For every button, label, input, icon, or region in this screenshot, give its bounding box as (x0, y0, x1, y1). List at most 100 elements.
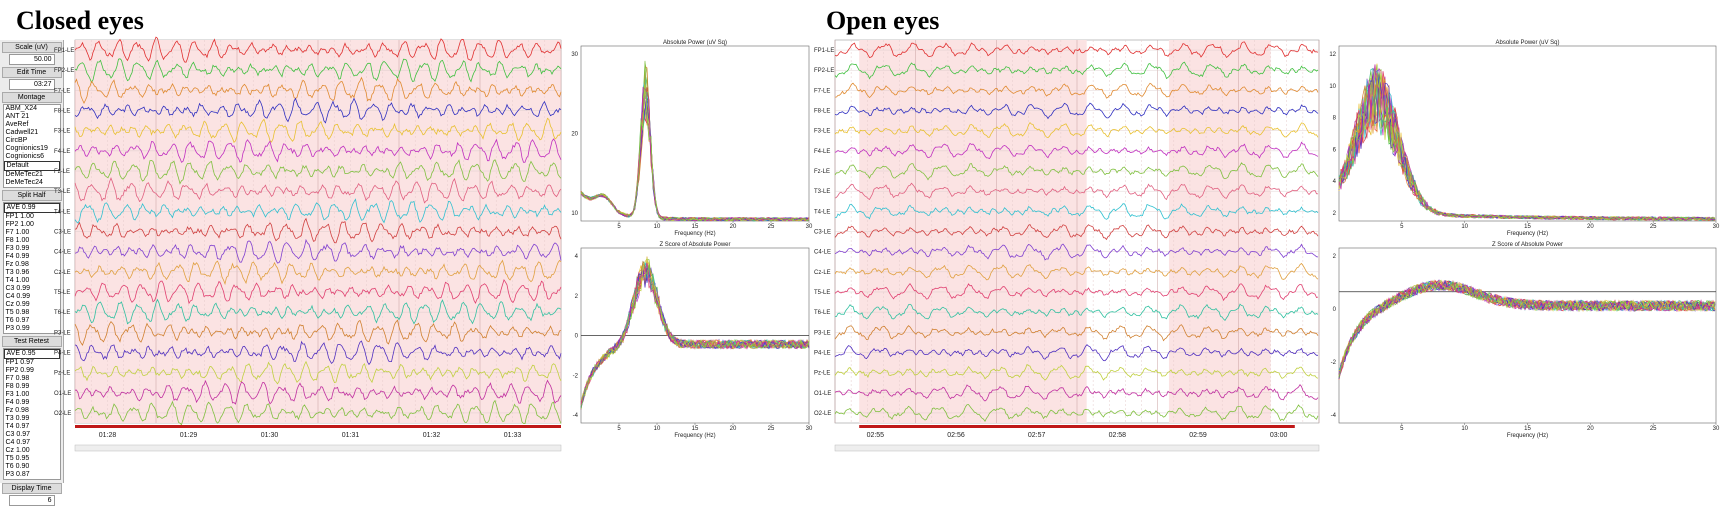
channel-label: T3-LE (814, 189, 830, 195)
display-time-label: Display Time (1, 483, 62, 494)
x-axis-label: Frequency (Hz) (1507, 231, 1548, 237)
trace-t5-le (834, 283, 1319, 302)
edit-time-input[interactable]: 03:27 (8, 79, 55, 90)
split-half-item[interactable]: F4 0.99 (5, 253, 30, 260)
x-tick: 5 (617, 426, 621, 432)
channel-label: C3-LE (54, 230, 71, 236)
control-panel: Scale (uV) 50.00 Edit Time 03:27 Montage… (0, 40, 64, 506)
x-tick: 25 (1650, 426, 1657, 432)
test-retest-item[interactable]: FP2 0.99 (5, 367, 34, 374)
spectrum-curve (1338, 64, 1716, 221)
y-tick: 2 (1333, 211, 1337, 217)
x-tick: 15 (692, 224, 699, 230)
time-scrollbar[interactable] (834, 444, 1320, 452)
channel-label: F8-LE (814, 109, 830, 115)
split-half-item[interactable]: T5 0.98 (5, 309, 30, 316)
spectrum-curve (580, 267, 810, 407)
test-retest-item[interactable]: T3 0.99 (5, 415, 30, 422)
test-retest-item[interactable]: T6 0.90 (5, 463, 30, 470)
montage-item[interactable]: Cadwell21 (5, 129, 39, 136)
split-half-item[interactable]: T3 0.96 (5, 269, 30, 276)
test-retest-item[interactable]: T5 0.95 (5, 455, 30, 462)
test-retest-item[interactable]: P3 0.87 (5, 471, 30, 478)
split-half-list[interactable]: AVE 0.99 FP1 1.00 FP2 1.00 F7 1.00 F8 1.00 F3… (2, 202, 61, 334)
plot-frame (1338, 247, 1717, 424)
split-half-item[interactable]: Cz 0.99 (5, 301, 30, 308)
trace-c3-le (74, 217, 562, 244)
split-half-item[interactable]: F8 1.00 (5, 237, 30, 244)
test-retest-item[interactable]: T4 0.97 (5, 423, 30, 430)
split-half-item[interactable]: Fz 0.98 (5, 261, 29, 268)
x-tick: 5 (1400, 224, 1404, 230)
scale-input[interactable]: 50.00 (8, 54, 55, 65)
test-retest-item[interactable]: AVE 0.95 (3, 349, 60, 359)
montage-item[interactable]: Cognionics19 (5, 145, 48, 152)
montage-list[interactable]: ABM_X24 ANT 21 AveRef Cadwell21 CircBP Cognio… (2, 104, 61, 188)
montage-item[interactable]: DeMeTec24 (5, 179, 43, 186)
channel-label: C3-LE (814, 230, 831, 236)
open-eyes-eeg-traces: FP1-LE FP2-LE F7-LE F8-LE F3-LE F4-LE Fz-LE T3-… (814, 39, 1320, 452)
split-half-item[interactable]: C3 0.99 (5, 285, 31, 292)
split-half-item[interactable]: AVE 0.99 (3, 203, 60, 213)
zscore-title: Z Score of Absolute Power (659, 242, 730, 248)
test-retest-item[interactable]: F4 0.99 (5, 399, 30, 406)
time-label: 02:55 (867, 432, 885, 439)
test-retest-item[interactable]: C4 0.97 (5, 439, 31, 446)
channel-label: O1-LE (814, 391, 831, 397)
time-scrollbar[interactable] (74, 444, 562, 452)
test-retest-item[interactable]: Cz 1.00 (5, 447, 30, 454)
montage-item[interactable]: AveRef (5, 121, 29, 128)
y-tick: 6 (1333, 147, 1337, 153)
test-retest-item[interactable]: C3 0.97 (5, 431, 31, 438)
x-tick: 10 (1461, 224, 1468, 230)
montage-item[interactable]: Cognionics6 (5, 153, 45, 160)
display-time-input[interactable]: 6 (8, 495, 55, 506)
absolute-power-title: Absolute Power (uV Sq) (1495, 40, 1559, 46)
split-half-item[interactable]: FP2 1.00 (5, 221, 34, 228)
montage-item[interactable]: DeMeTec21 (5, 171, 43, 178)
test-retest-item[interactable]: F3 1.00 (5, 391, 30, 398)
montage-item[interactable]: Default (3, 161, 60, 171)
spectrum-curve (580, 86, 810, 222)
x-tick: 20 (1587, 426, 1594, 432)
split-half-label: Split Half (1, 190, 62, 201)
time-label: 03:00 (1270, 432, 1288, 439)
test-retest-item[interactable]: FP1 0.97 (5, 359, 34, 366)
split-half-item[interactable]: F3 0.99 (5, 245, 30, 252)
channel-label: FP2-LE (54, 68, 74, 74)
trace-cz-le (74, 259, 562, 286)
y-tick: 30 (571, 52, 578, 58)
trace-p4-le (74, 340, 562, 366)
montage-item[interactable]: ANT 21 (5, 113, 30, 120)
split-half-item[interactable]: P3 0.99 (5, 325, 30, 332)
split-half-item[interactable]: C4 0.99 (5, 293, 31, 300)
trace-t5-le (74, 278, 562, 305)
test-retest-item[interactable]: Fz 0.98 (5, 407, 29, 414)
trace-t4-le (834, 203, 1319, 220)
test-retest-item[interactable]: F7 0.98 (5, 375, 30, 382)
x-tick: 20 (730, 224, 737, 230)
test-retest-list[interactable]: AVE 0.95 FP1 0.97 FP2 0.99 F7 0.98 F8 0.99 F3… (2, 348, 61, 480)
montage-item[interactable]: ABM_X24 (5, 105, 38, 112)
scale-label: Scale (uV) (1, 42, 62, 53)
channel-label: T6-LE (54, 310, 70, 316)
y-tick: 12 (1329, 52, 1336, 58)
trace-f8-le (74, 97, 562, 124)
montage-item[interactable]: CircBP (5, 137, 28, 144)
split-half-item[interactable]: FP1 1.00 (5, 213, 34, 220)
split-half-item[interactable]: T4 1.00 (5, 277, 30, 284)
channel-label: T5-LE (54, 290, 70, 296)
split-half-item[interactable]: F7 1.00 (5, 229, 30, 236)
trace-fp1-le (74, 36, 562, 63)
split-half-item[interactable]: T6 0.97 (5, 317, 30, 324)
trace-o1-le (834, 384, 1319, 402)
spectrum-curve (580, 263, 810, 410)
trace-fp1-le (834, 41, 1319, 58)
channel-label: FP1-LE (814, 48, 834, 54)
test-retest-item[interactable]: F8 0.99 (5, 383, 30, 390)
channel-label: P4-LE (814, 350, 831, 356)
trace-c4-le (74, 238, 562, 264)
channel-label: T5-LE (814, 290, 830, 296)
channel-label: T3-LE (54, 189, 70, 195)
y-tick: -2 (573, 373, 579, 379)
